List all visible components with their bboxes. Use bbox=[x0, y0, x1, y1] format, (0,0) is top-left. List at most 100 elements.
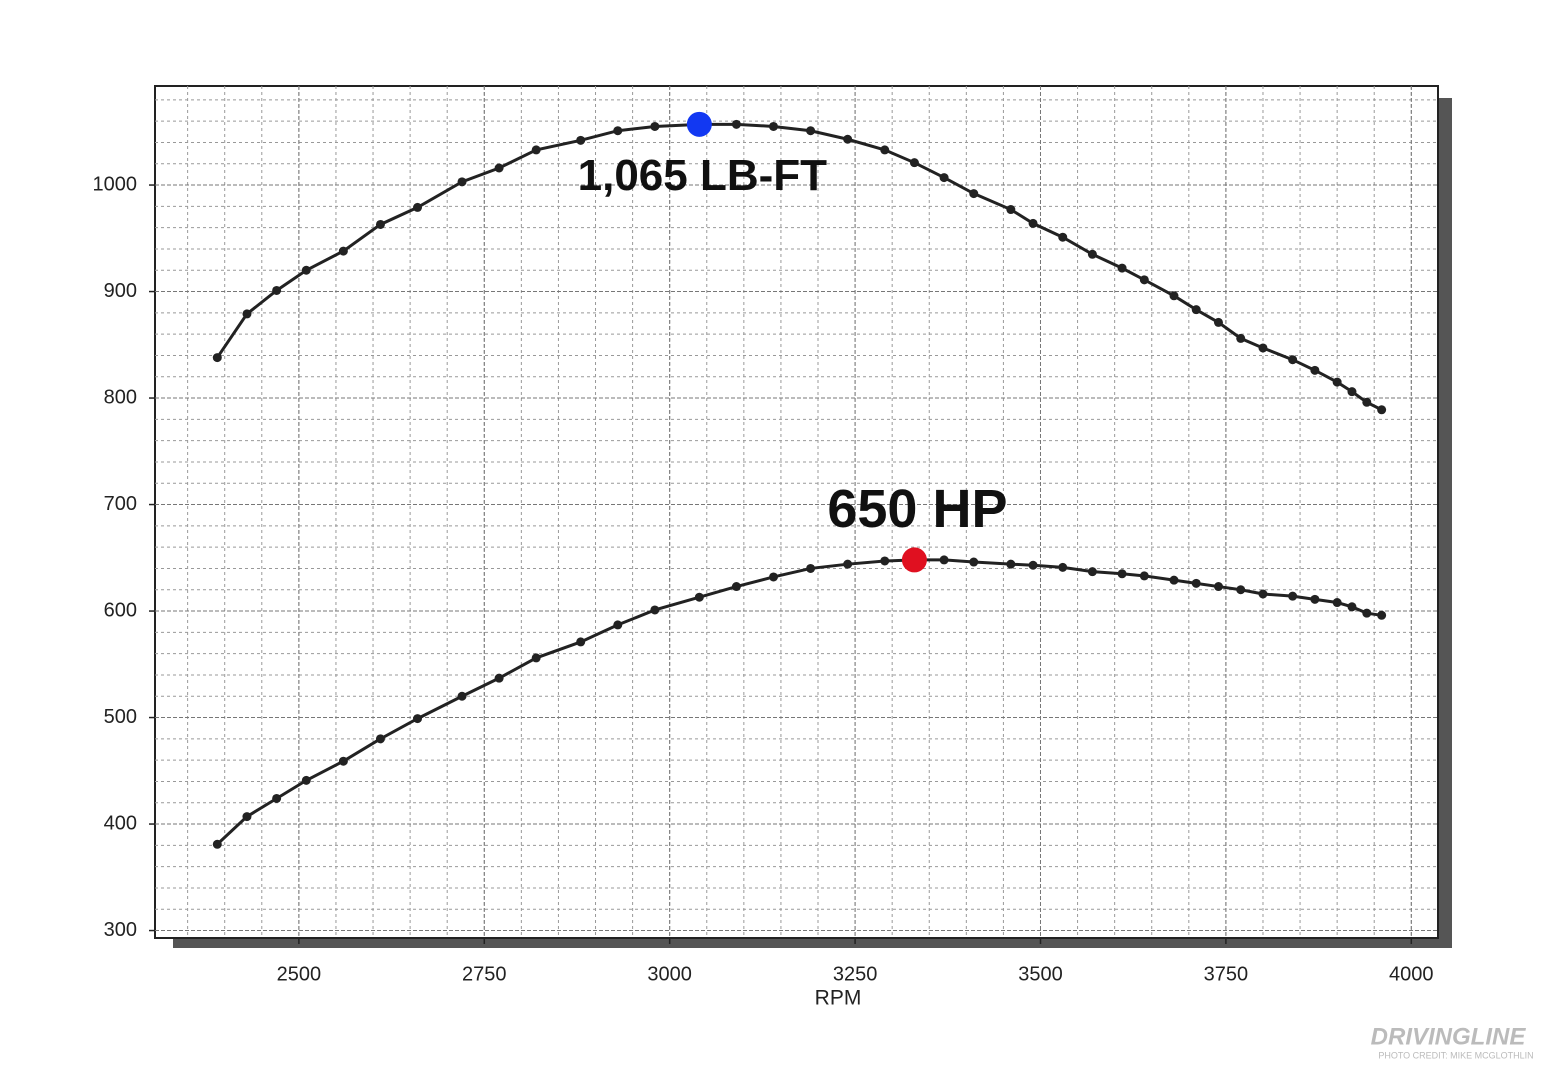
data-point bbox=[1117, 263, 1127, 273]
data-point bbox=[1191, 305, 1201, 315]
annotation: 650 HP bbox=[827, 479, 1007, 539]
data-point bbox=[969, 189, 979, 199]
y-tick-label: 500 bbox=[104, 706, 137, 728]
x-tick-label: 3500 bbox=[1018, 963, 1063, 985]
data-point bbox=[1087, 567, 1097, 577]
data-point bbox=[576, 637, 586, 647]
watermark-brand: DRIVINGLINE bbox=[1371, 1023, 1527, 1050]
grid bbox=[155, 86, 1438, 938]
data-point bbox=[650, 605, 660, 615]
data-point bbox=[212, 353, 222, 363]
data-point bbox=[494, 673, 504, 683]
data-point bbox=[1006, 205, 1016, 215]
data-point bbox=[1139, 571, 1149, 581]
data-point bbox=[1362, 608, 1372, 618]
data-point bbox=[272, 793, 282, 803]
y-tick-label: 900 bbox=[104, 280, 137, 302]
data-point bbox=[731, 582, 741, 592]
data-point bbox=[1377, 610, 1387, 620]
data-point bbox=[694, 592, 704, 602]
annotation: 1,065 LB-FT bbox=[578, 151, 828, 200]
data-point bbox=[1213, 317, 1223, 327]
x-tick-label: 3750 bbox=[1204, 963, 1249, 985]
data-point bbox=[1139, 275, 1149, 285]
x-tick-label: 2750 bbox=[462, 963, 507, 985]
data-point bbox=[613, 620, 623, 630]
plot-frame bbox=[154, 85, 1439, 939]
data-point bbox=[375, 734, 385, 744]
data-point bbox=[242, 812, 252, 822]
data-point bbox=[613, 126, 623, 136]
data-point bbox=[576, 135, 586, 145]
data-point bbox=[531, 653, 541, 663]
y-tick-label: 800 bbox=[104, 386, 137, 408]
data-point bbox=[338, 756, 348, 766]
data-point bbox=[457, 177, 467, 187]
data-point bbox=[457, 691, 467, 701]
data-point bbox=[769, 572, 779, 582]
data-point bbox=[806, 563, 816, 573]
data-point bbox=[1310, 594, 1320, 604]
data-point bbox=[880, 556, 890, 566]
data-point bbox=[1347, 602, 1357, 612]
highlight-point bbox=[901, 547, 927, 573]
x-tick-label: 2500 bbox=[277, 963, 322, 985]
data-point bbox=[272, 285, 282, 295]
y-tick-label: 600 bbox=[104, 599, 137, 621]
x-tick-label: 3250 bbox=[833, 963, 878, 985]
data-point bbox=[375, 219, 385, 229]
data-point bbox=[1362, 397, 1372, 407]
x-tick-label: 3000 bbox=[647, 963, 692, 985]
data-point bbox=[494, 163, 504, 173]
data-point bbox=[1169, 291, 1179, 301]
data-point bbox=[301, 775, 311, 785]
data-point bbox=[843, 134, 853, 144]
data-point bbox=[1258, 343, 1268, 353]
data-point bbox=[413, 714, 423, 724]
data-point bbox=[1347, 387, 1357, 397]
data-point bbox=[1310, 365, 1320, 375]
data-point bbox=[1236, 585, 1246, 595]
data-point bbox=[909, 158, 919, 168]
data-point bbox=[242, 309, 252, 319]
data-point bbox=[650, 121, 660, 131]
x-axis-label: RPM bbox=[815, 987, 862, 1010]
data-point bbox=[939, 555, 949, 565]
data-point bbox=[731, 119, 741, 129]
data-point bbox=[969, 557, 979, 567]
y-tick-label: 400 bbox=[104, 812, 137, 834]
data-point bbox=[1258, 589, 1268, 599]
data-point bbox=[338, 246, 348, 256]
x-tick-label: 4000 bbox=[1389, 963, 1434, 985]
data-point bbox=[939, 173, 949, 183]
data-point bbox=[880, 145, 890, 155]
data-point bbox=[212, 839, 222, 849]
data-point bbox=[1288, 355, 1298, 365]
data-point bbox=[1028, 218, 1038, 228]
data-point bbox=[1006, 559, 1016, 569]
data-point bbox=[413, 202, 423, 212]
y-tick-label: 300 bbox=[104, 919, 137, 941]
data-point bbox=[1236, 333, 1246, 343]
data-point bbox=[1332, 598, 1342, 608]
data-point bbox=[1058, 232, 1068, 242]
data-point bbox=[843, 559, 853, 569]
data-point bbox=[1213, 582, 1223, 592]
highlight-point bbox=[686, 111, 712, 137]
data-point bbox=[1332, 377, 1342, 387]
data-point bbox=[301, 265, 311, 275]
data-point bbox=[769, 121, 779, 131]
data-point bbox=[1288, 591, 1298, 601]
data-point bbox=[806, 126, 816, 136]
data-point bbox=[531, 145, 541, 155]
watermark-credit: PHOTO CREDIT: MIKE MCGLOTHLIN bbox=[1378, 1050, 1533, 1060]
data-point bbox=[1028, 560, 1038, 570]
data-point bbox=[1377, 405, 1387, 415]
data-point bbox=[1169, 575, 1179, 585]
data-point bbox=[1058, 562, 1068, 572]
data-point bbox=[1117, 569, 1127, 579]
y-tick-label: 1000 bbox=[93, 173, 138, 195]
data-point bbox=[1087, 249, 1097, 259]
